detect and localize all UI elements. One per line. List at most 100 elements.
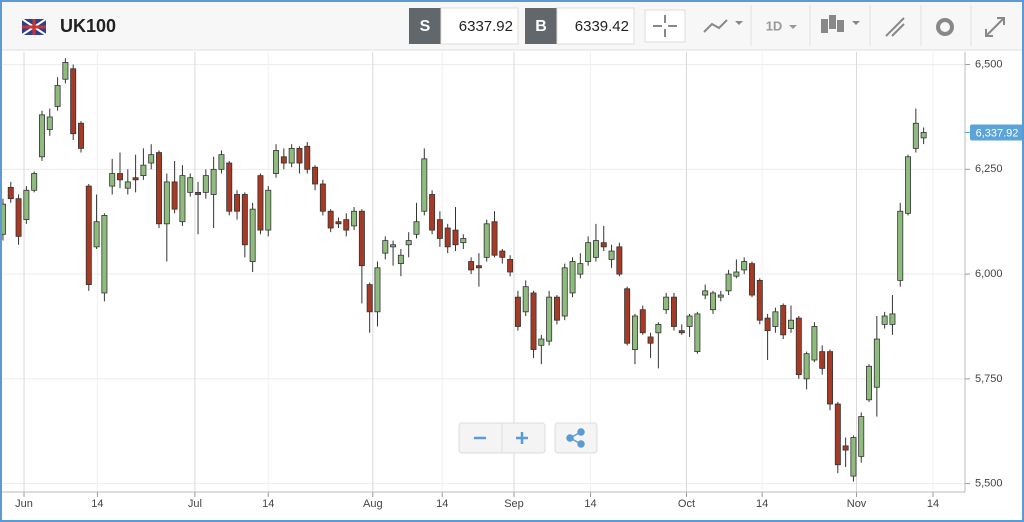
- candle-body: [109, 173, 116, 187]
- candle-body: [608, 250, 615, 260]
- candle-body: [117, 173, 123, 181]
- candle-body: [522, 286, 529, 313]
- candle-body: [226, 162, 233, 212]
- candle-body: [710, 292, 716, 311]
- candle-body: [905, 156, 912, 214]
- candle-body: [343, 219, 350, 231]
- candle-body: [358, 210, 365, 267]
- candle-body: [491, 221, 498, 256]
- candle-body: [639, 309, 646, 334]
- candle-body: [475, 265, 482, 269]
- sell-price-box[interactable]: [440, 7, 519, 45]
- candle-body: [772, 311, 779, 327]
- candle-body: [93, 221, 100, 248]
- candle-body: [842, 445, 849, 451]
- candle-body: [288, 147, 295, 164]
- x-tick-label: Sep: [504, 498, 524, 510]
- share-box[interactable]: [554, 422, 598, 454]
- candle-body: [390, 244, 397, 248]
- y-tick-label: 6,000: [975, 268, 1003, 280]
- candle-body: [280, 156, 287, 164]
- candle-body: [296, 147, 303, 164]
- candle-body: [7, 186, 14, 200]
- candle-body: [54, 85, 61, 107]
- candle-body: [655, 323, 662, 334]
- x-tick-label: 14: [436, 498, 448, 510]
- candle-body: [351, 210, 358, 227]
- candle-body: [62, 62, 69, 80]
- candle-body: [234, 194, 241, 212]
- x-tick-label: 14: [262, 498, 274, 510]
- candle-body: [374, 267, 381, 313]
- buy-price-box[interactable]: [556, 7, 635, 45]
- candle-body: [631, 315, 638, 350]
- y-tick-label: 5,750: [975, 373, 1003, 385]
- candle-body: [444, 227, 451, 248]
- candle-body: [140, 164, 147, 177]
- candle-body: [866, 365, 873, 401]
- candle-body: [897, 210, 904, 281]
- plot: 5,500 5,750 6,000 6,250 6,500 Jun 14 Jul 14 Aug 14…: [0, 52, 1024, 510]
- candle-body: [70, 68, 77, 135]
- candle-body: [717, 294, 724, 298]
- candle-body: [429, 194, 436, 231]
- candle-body: [694, 313, 701, 353]
- candle-body: [912, 122, 919, 149]
- candle-body: [514, 296, 521, 327]
- candle-body: [436, 219, 443, 239]
- zoom-in[interactable]: [516, 432, 528, 444]
- candle-body: [179, 175, 186, 223]
- x-tick-label: Oct: [678, 498, 695, 510]
- candle-body: [788, 319, 794, 329]
- x-tick-label: Jun: [15, 498, 33, 510]
- candle-body: [132, 177, 139, 181]
- candle-body: [405, 240, 412, 246]
- toolbar[interactable]: [644, 5, 1005, 46]
- candle-body: [148, 154, 155, 164]
- candle-body: [670, 296, 677, 327]
- candle-body: [881, 315, 888, 325]
- candle-body: [452, 229, 459, 246]
- x-tick-label: 14: [756, 498, 768, 510]
- x-tick-label: Jul: [188, 498, 202, 510]
- share-icon: [566, 428, 585, 448]
- x-tick-label: 14: [584, 498, 596, 510]
- last-price-label: 6,337.92: [976, 127, 1019, 139]
- candle-body: [202, 175, 209, 193]
- candle-body: [483, 223, 490, 258]
- candle-body: [15, 198, 22, 237]
- candle-body: [780, 305, 787, 336]
- candle-body: [577, 263, 584, 275]
- candle-body: [795, 317, 802, 376]
- candle-body: [546, 296, 553, 342]
- buy-label: B: [535, 18, 547, 35]
- candle-body: [163, 181, 170, 225]
- candle-body: [78, 122, 84, 149]
- buy-price: 6339.42: [575, 18, 629, 35]
- candle-body: [827, 351, 833, 405]
- candle-body: [421, 158, 428, 212]
- buy-badge[interactable]: [525, 8, 557, 44]
- candle-body: [624, 288, 631, 344]
- y-tick-label: 5,500: [975, 478, 1003, 490]
- candle-body: [569, 261, 576, 294]
- sell-label: S: [420, 18, 431, 35]
- candle-body: [273, 150, 280, 174]
- candle-body: [600, 242, 607, 248]
- symbol: UK100: [60, 16, 116, 36]
- candle-body: [397, 254, 404, 265]
- candle-body: [850, 437, 857, 477]
- sell-badge[interactable]: [409, 8, 441, 44]
- candle-body: [663, 296, 670, 311]
- candle-body: [46, 116, 53, 130]
- candle-body: [585, 242, 592, 262]
- candle-body: [616, 246, 623, 275]
- x-tick-label: 14: [91, 498, 103, 510]
- candle-body: [312, 166, 319, 185]
- timeframe[interactable]: 1D: [766, 18, 783, 33]
- zoom-controls[interactable]: [458, 422, 598, 454]
- candle-body: [468, 261, 475, 271]
- candle-body: [764, 317, 771, 332]
- candle-body: [702, 290, 709, 296]
